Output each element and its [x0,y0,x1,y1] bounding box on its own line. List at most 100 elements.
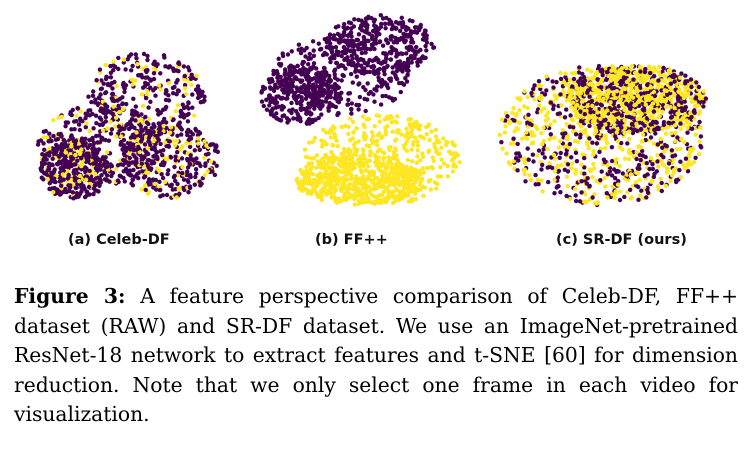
scatter-point [544,88,549,93]
scatter-point [194,156,199,161]
scatter-point [83,177,89,182]
scatter-point [657,64,662,70]
scatter-point [348,21,354,26]
scatter-point [157,179,162,184]
scatter-point [640,148,645,154]
scatter-point [77,179,82,184]
scatter-point [398,66,404,72]
scatter-point [689,162,694,167]
scatter-point [304,92,309,97]
scatter-point [558,150,563,156]
scatter-point [94,121,99,126]
scatter-point [628,187,633,192]
scatter-point [347,182,353,187]
scatter-point [332,55,337,61]
scatter-point [356,58,361,63]
scatter-point [129,68,134,73]
scatter-point [61,137,66,143]
scatter-point [40,152,45,157]
scatter-point [536,148,542,153]
scatter-point [81,183,86,189]
scatter-point [581,75,587,80]
scatter-point [126,126,132,132]
scatter-point [168,155,174,160]
scatter-point [184,104,190,110]
scatter-point [214,163,219,168]
scatter-point [635,116,640,122]
scatter-point [648,85,654,90]
tsne-plot-celeb-df [35,51,220,201]
scatter-point [51,117,56,123]
scatter-point [91,126,96,131]
scatter-point [165,171,170,177]
scatter-point [598,92,603,97]
scatter-point [359,154,364,159]
scatter-point [298,79,304,85]
scatter-point [170,85,176,91]
scatter-point [201,99,206,104]
scatter-point [331,184,336,189]
scatter-point [618,189,623,194]
scatter-point [49,178,54,183]
scatter-point [363,134,368,139]
scatter-point [149,159,154,164]
scatter-point [346,43,351,48]
scatter-point [301,65,306,71]
scatter-point [663,98,668,104]
scatter-point [270,96,275,101]
scatter-point [674,178,679,183]
scatter-point [73,162,78,167]
scatter-point [417,182,423,187]
scatter-point [595,77,600,82]
scatter-point [565,134,570,140]
scatter-point [423,36,429,41]
scatter-point [197,147,202,152]
scatter-point [140,66,145,71]
scatter-point [406,131,412,136]
scatter-point [271,88,277,94]
scatter-point [325,174,330,180]
scatter-point [539,167,544,172]
scatter-point [179,110,184,116]
scatter-point [531,86,536,92]
scatter-point [579,179,584,184]
scatter-point [129,52,134,57]
scatter-point [390,65,395,70]
scatter-point [309,77,315,82]
scatter-point [73,145,79,150]
scatter-point [124,101,129,107]
scatter-point [319,79,324,84]
scatter-point [310,99,315,104]
scatter-point [177,186,182,191]
scatter-point [167,130,173,135]
scatter-point [564,174,569,179]
scatter-point [377,131,382,136]
scatter-point [160,193,165,198]
scatter-point [531,159,536,164]
scatter-point [356,161,362,166]
scatter-point [90,146,95,151]
scatter-point [150,125,155,131]
scatter-point [282,72,287,77]
scatter-point [162,179,168,185]
scatter-point [655,153,660,158]
scatter-point [380,43,386,48]
scatter-point [628,151,633,156]
scatter-point [329,102,334,107]
scatter-point [418,22,423,28]
scatter-point [671,170,677,175]
scatter-point [271,114,277,119]
scatter-point [678,126,683,132]
scatter-point [412,191,418,196]
scatter-point [99,78,104,83]
scatter-point [607,169,613,174]
scatter-point [578,91,584,96]
scatter-point [123,160,128,165]
scatter-point [67,188,72,194]
scatter-point [307,55,312,61]
scatter-point [515,127,521,132]
scatter-point [324,52,329,57]
scatter-point [538,97,544,102]
scatter-point [652,127,657,132]
scatter-point [434,147,439,152]
